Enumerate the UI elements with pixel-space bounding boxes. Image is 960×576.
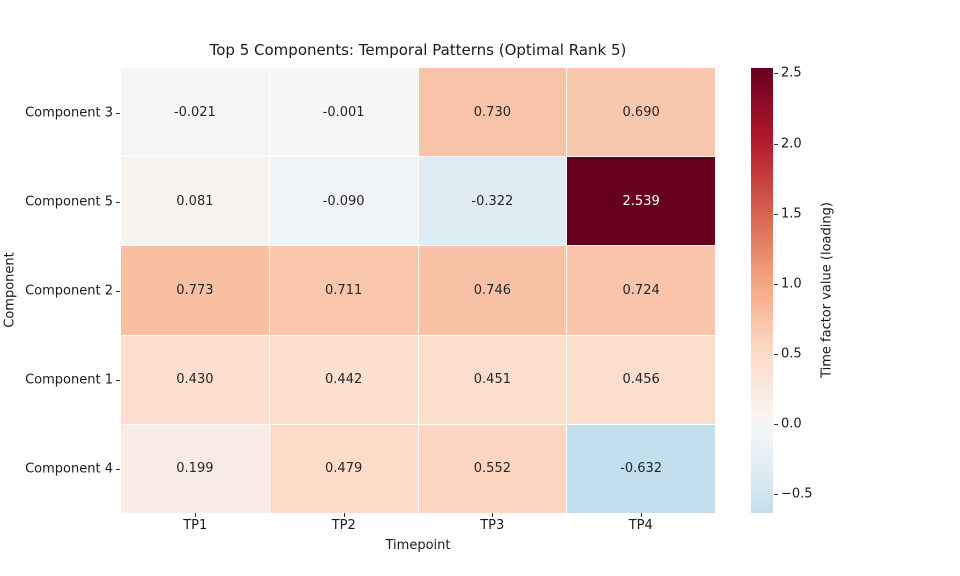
heatmap-cell: -0.021 xyxy=(121,68,269,157)
heatmap-cell: -0.090 xyxy=(269,157,418,246)
heatmap-cell: 0.479 xyxy=(269,424,418,513)
heatmap-cell: 0.690 xyxy=(567,68,715,157)
colorbar-tick-label: 0.0 xyxy=(781,416,802,432)
heatmap-cell: 0.456 xyxy=(567,335,715,424)
x-tick-mark xyxy=(344,513,345,517)
heatmap-cell: -0.632 xyxy=(567,424,715,513)
heatmap-cell: -0.001 xyxy=(269,68,418,157)
heatmap-cell: 0.746 xyxy=(418,246,567,335)
colorbar-tick-mark xyxy=(774,214,778,215)
y-tick-label: Component 4 xyxy=(25,461,113,476)
colorbar-tick-label: 1.5 xyxy=(781,206,802,222)
heatmap-cell: 0.724 xyxy=(567,246,715,335)
y-tick-label: Component 3 xyxy=(25,105,113,120)
heatmap-cell: 0.773 xyxy=(121,246,269,335)
x-tick-label: TP3 xyxy=(480,518,505,533)
heatmap-cell: 0.451 xyxy=(418,335,567,424)
y-tick-label: Component 5 xyxy=(25,194,113,209)
colorbar-tick-label: 1.0 xyxy=(781,276,802,292)
heatmap-cell: 0.081 xyxy=(121,157,269,246)
y-tick-mark xyxy=(116,113,120,114)
heatmap-cell: 0.730 xyxy=(418,68,567,157)
x-tick-mark xyxy=(195,513,196,517)
x-tick-mark xyxy=(492,513,493,517)
x-tick-mark xyxy=(641,513,642,517)
colorbar-tick-mark xyxy=(774,494,778,495)
heatmap-cell: 2.539 xyxy=(567,157,715,246)
colorbar-tick-mark xyxy=(774,284,778,285)
y-tick-mark xyxy=(116,291,120,292)
colorbar-tick-mark xyxy=(774,354,778,355)
heatmap-grid: -0.021 -0.001 0.730 0.690 0.081 -0.090 -0.322 2… xyxy=(121,68,715,513)
x-tick-label: TP2 xyxy=(331,518,356,533)
x-axis-label: Timepoint xyxy=(385,538,451,553)
heatmap-cell: 0.430 xyxy=(121,335,269,424)
x-tick-label: TP1 xyxy=(183,518,208,533)
heatmap-cell: 0.442 xyxy=(269,335,418,424)
x-tick-label: TP4 xyxy=(628,518,653,533)
y-tick-mark xyxy=(116,469,120,470)
y-tick-label: Component 2 xyxy=(25,283,113,298)
colorbar-tick-mark xyxy=(774,424,778,425)
colorbar-gradient xyxy=(751,68,773,513)
colorbar-tick-label: 2.5 xyxy=(781,65,802,81)
heatmap-cell: 0.711 xyxy=(269,246,418,335)
colorbar-tick-mark xyxy=(774,144,778,145)
colorbar-tick-label: 0.5 xyxy=(781,346,802,362)
y-tick-mark xyxy=(116,380,120,381)
heatmap-cell: -0.322 xyxy=(418,157,567,246)
colorbar-tick-mark xyxy=(774,73,778,74)
colorbar-label: Time factor value (loading) xyxy=(819,202,835,378)
heatmap-cell: 0.552 xyxy=(418,424,567,513)
y-axis-label: Component xyxy=(2,252,18,328)
colorbar-tick-label: −0.5 xyxy=(781,486,813,502)
colorbar-tick-label: 2.0 xyxy=(781,136,802,152)
heatmap-cell: 0.199 xyxy=(121,424,269,513)
y-tick-label: Component 1 xyxy=(25,372,113,387)
chart-title: Top 5 Components: Temporal Patterns (Opt… xyxy=(209,41,627,59)
y-tick-mark xyxy=(116,202,120,203)
